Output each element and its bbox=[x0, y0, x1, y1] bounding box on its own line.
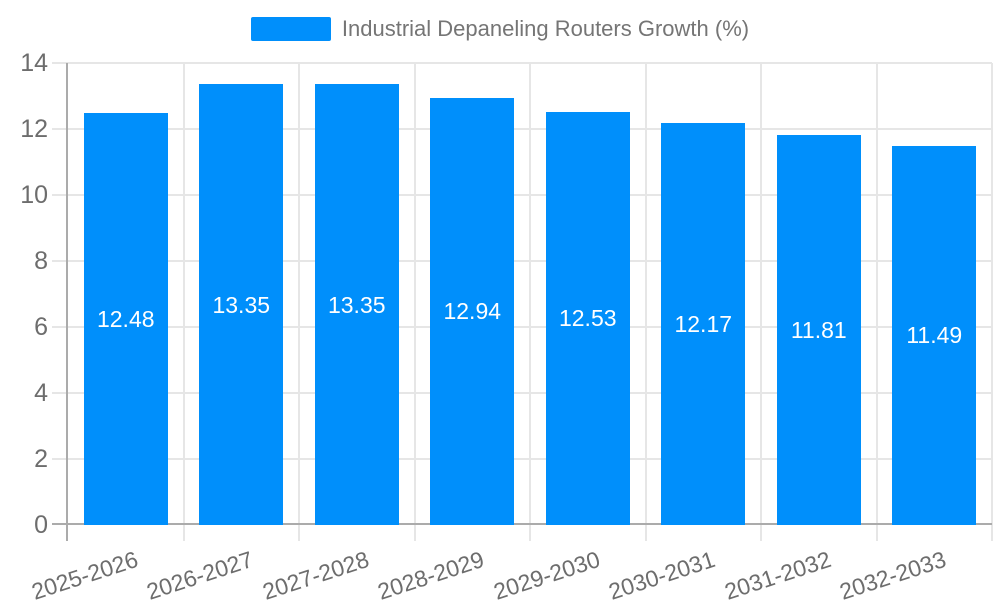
bar-value-label: 11.49 bbox=[906, 322, 963, 349]
x-gridline bbox=[529, 63, 531, 541]
bar[interactable] bbox=[199, 84, 284, 525]
x-axis-line bbox=[52, 523, 992, 525]
x-tick-label: 2029-2030 bbox=[490, 546, 603, 600]
legend-label: Industrial Depaneling Routers Growth (%) bbox=[341, 16, 750, 41]
bar-value-label: 12.17 bbox=[674, 311, 733, 338]
x-tick-label: 2030-2031 bbox=[605, 546, 719, 600]
y-gridline bbox=[52, 128, 992, 130]
bar[interactable] bbox=[430, 97, 515, 525]
x-gridline bbox=[760, 63, 762, 541]
bar[interactable] bbox=[892, 145, 977, 525]
y-tick-label: 14 bbox=[20, 49, 48, 77]
y-tick-label: 8 bbox=[34, 247, 48, 275]
bar-value-label: 13.35 bbox=[327, 291, 386, 318]
bar[interactable] bbox=[545, 111, 630, 525]
y-tick-label: 2 bbox=[34, 445, 48, 473]
bar[interactable] bbox=[661, 123, 746, 525]
bar[interactable] bbox=[83, 113, 168, 525]
x-tick-label: 2031-2032 bbox=[721, 546, 834, 600]
y-gridline bbox=[52, 62, 992, 64]
x-tick-label: 2032-2033 bbox=[836, 546, 950, 600]
y-gridline bbox=[52, 392, 992, 394]
x-gridline bbox=[991, 63, 993, 541]
x-gridline bbox=[644, 63, 647, 541]
y-tick-label: 0 bbox=[34, 511, 48, 539]
y-tick-label: 4 bbox=[34, 379, 48, 407]
x-tick-label: 2027-2028 bbox=[259, 546, 372, 600]
bar[interactable] bbox=[776, 135, 861, 525]
x-tick-label: 2025-2026 bbox=[28, 546, 141, 600]
y-tick-label: 12 bbox=[20, 115, 48, 143]
x-tick-label: 2028-2029 bbox=[374, 546, 488, 600]
bar-value-label: 11.81 bbox=[790, 317, 847, 344]
y-gridline bbox=[52, 326, 992, 328]
x-gridline bbox=[298, 63, 300, 541]
chart-legend[interactable]: Industrial Depaneling Routers Growth (%) bbox=[0, 16, 1000, 42]
bar-value-label: 12.94 bbox=[443, 298, 502, 325]
y-axis-line bbox=[66, 63, 68, 541]
y-tick-label: 6 bbox=[34, 313, 48, 341]
x-gridline bbox=[875, 63, 878, 541]
legend-swatch bbox=[250, 17, 331, 41]
bar-value-label: 13.35 bbox=[212, 291, 271, 318]
bar-value-label: 12.48 bbox=[96, 306, 155, 333]
y-gridline bbox=[52, 194, 992, 196]
y-gridline bbox=[52, 458, 992, 460]
y-tick-label: 10 bbox=[20, 181, 48, 209]
bar[interactable] bbox=[314, 84, 399, 525]
x-gridline bbox=[413, 63, 416, 541]
y-gridline bbox=[52, 260, 992, 262]
bar-value-label: 12.53 bbox=[558, 305, 617, 332]
x-gridline bbox=[182, 63, 185, 541]
x-tick-label: 2026-2027 bbox=[143, 546, 257, 600]
